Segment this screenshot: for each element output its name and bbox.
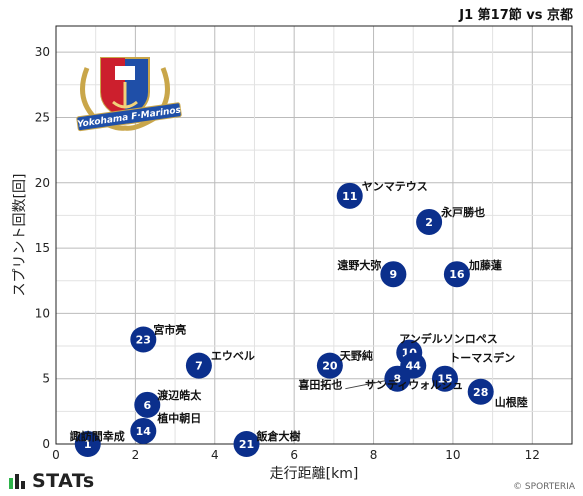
x-tick-label: 8 (370, 448, 378, 462)
data-point-marker (316, 352, 343, 379)
y-tick-label: 5 (42, 372, 50, 386)
data-point-marker (416, 208, 443, 235)
stats-logo-icon (9, 474, 25, 489)
x-tick-label: 0 (52, 448, 60, 462)
y-axis-label: スプリント回数[回] (12, 174, 28, 297)
data-point-marker (74, 431, 101, 457)
data-point-number: 14 (136, 425, 152, 438)
label-leader-line (345, 380, 386, 390)
data-point-label: 加藤蓮 (468, 258, 502, 272)
data-point-number: 20 (322, 360, 338, 373)
data-point-label: 植中朝日 (156, 411, 201, 425)
brand-text: STATs (32, 470, 95, 492)
x-tick-label: 2 (132, 448, 140, 462)
data-point-number: 2 (425, 216, 433, 229)
x-tick-label: 6 (290, 448, 298, 462)
data-point-label: 宮市亮 (153, 323, 186, 337)
data-point-label: 諏訪間幸成 (70, 429, 125, 443)
data-point-label: 渡辺皓太 (157, 388, 202, 402)
data-point-label: 遠野大弥 (337, 258, 381, 272)
data-point-label: トーマスデン (449, 351, 515, 365)
data-point-label: 永戸勝也 (440, 205, 485, 219)
x-axis-label: 走行距離[km] (270, 465, 359, 482)
plot-frame (55, 25, 573, 445)
data-point-marker (443, 261, 470, 288)
copyright: © SPORTERIA (513, 482, 575, 492)
data-point-number: 11 (342, 190, 357, 203)
x-tick-label: 12 (525, 448, 540, 462)
data-point-marker (130, 417, 157, 444)
data-point-number: 28 (473, 386, 488, 399)
data-point-marker (185, 352, 212, 379)
y-tick-label: 0 (42, 437, 50, 451)
y-tick-label: 25 (35, 110, 50, 124)
data-point-label: 喜田拓也 (298, 378, 342, 392)
data-point-label: ヤンマテウス (362, 180, 428, 193)
data-point-marker (380, 261, 407, 288)
data-point-marker (431, 365, 458, 392)
y-tick-label: 10 (35, 306, 50, 320)
x-tick-label: 10 (445, 448, 460, 462)
data-point-marker (336, 182, 363, 209)
match-title: J1 第17節 vs 京都 (459, 8, 573, 23)
data-point-marker (384, 365, 411, 392)
grid (55, 26, 572, 445)
data-point-number: 9 (390, 268, 398, 281)
data-point-label: 天野純 (340, 349, 373, 363)
y-tick-label: 15 (35, 241, 50, 255)
data-point-number: 8 (394, 373, 402, 386)
data-point-marker (134, 391, 161, 418)
data-point-marker (130, 326, 157, 353)
x-tick-label: 4 (211, 448, 219, 462)
data-point-number: 21 (239, 438, 254, 451)
data-point-number: 1 (84, 438, 92, 451)
data-point-number: 7 (195, 360, 203, 373)
data-point-number: 44 (406, 360, 422, 373)
data-point-label: 飯倉大樹 (256, 429, 301, 443)
stats-brand: STATs (8, 470, 95, 492)
data-point-label: アンデルソンロペス (399, 332, 498, 346)
data-point-number: 23 (136, 334, 151, 347)
y-tick-label: 20 (35, 176, 50, 190)
data-point-marker (467, 378, 494, 405)
data-point-marker (233, 431, 260, 457)
data-point-label: エウベル (211, 350, 255, 363)
y-tick-label: 30 (35, 45, 50, 59)
club-logo: Yokohama F·Marinos (76, 57, 182, 132)
data-point-label: サンディウォルシュ (365, 378, 463, 392)
data-point-number: 15 (437, 373, 452, 386)
data-point-number: 16 (449, 268, 465, 281)
data-point-label: 山根陸 (495, 395, 528, 409)
data-point-number: 6 (143, 399, 151, 412)
